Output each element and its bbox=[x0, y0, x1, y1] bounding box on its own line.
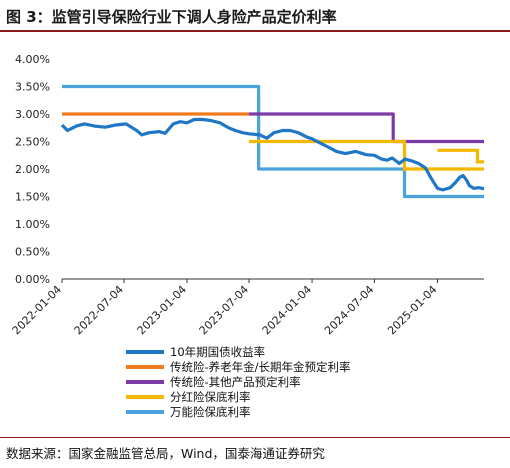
y-tick-label: 1.50% bbox=[15, 191, 50, 204]
series-line-10y-yield bbox=[60, 117, 485, 192]
series-line-universal-floor bbox=[62, 84, 484, 199]
title-bar: 图 3：监管引导保险行业下调人身险产品定价利率 bbox=[0, 0, 510, 32]
legend-label: 分红险保底利率 bbox=[170, 390, 251, 404]
y-tick-label: 3.50% bbox=[15, 81, 50, 94]
x-tick-label: 2024-01-04 bbox=[260, 283, 314, 337]
y-tick-label: 0.00% bbox=[15, 273, 50, 286]
source-note: 数据来源：国家金融监管总局，Wind，国泰海通证券研究 bbox=[6, 446, 325, 461]
x-tick-label: 2022-01-04 bbox=[10, 283, 64, 337]
y-tick-label: 2.00% bbox=[15, 163, 50, 176]
title-divider bbox=[0, 30, 510, 32]
series-line-other-rate bbox=[249, 112, 484, 144]
y-tick-label: 4.00% bbox=[15, 53, 50, 66]
y-tick-label: 0.50% bbox=[15, 246, 50, 259]
x-tick-label: 2024-07-04 bbox=[322, 283, 376, 337]
rate-line-chart: 0.00% 0.50% 1.00% 1.50% 2.00% 2.50% 3.00% 3.50%… bbox=[10, 53, 485, 419]
source-divider bbox=[0, 437, 510, 438]
x-tick-label: 2025-01-04 bbox=[385, 283, 439, 337]
y-tick-label: 2.50% bbox=[15, 136, 50, 149]
legend-label: 传统险-养老年金/长期年金预定利率 bbox=[170, 360, 351, 374]
series-line-dividend-floor bbox=[249, 139, 484, 171]
legend-label: 万能险保底利率 bbox=[170, 405, 251, 419]
x-tick-label: 2023-07-04 bbox=[197, 283, 251, 337]
series-line-dividend-floor-2025 bbox=[437, 148, 484, 164]
legend-label: 传统险-其他产品预定利率 bbox=[170, 375, 301, 389]
x-tick-label: 2022-07-04 bbox=[72, 283, 126, 337]
figure-title: 图 3：监管引导保险行业下调人身险产品定价利率 bbox=[6, 8, 337, 26]
legend-label: 10年期国债收益率 bbox=[170, 345, 265, 359]
y-tick-label: 1.00% bbox=[15, 218, 50, 231]
y-tick-label: 3.00% bbox=[15, 108, 50, 121]
x-tick-label: 2023-01-04 bbox=[135, 283, 189, 337]
